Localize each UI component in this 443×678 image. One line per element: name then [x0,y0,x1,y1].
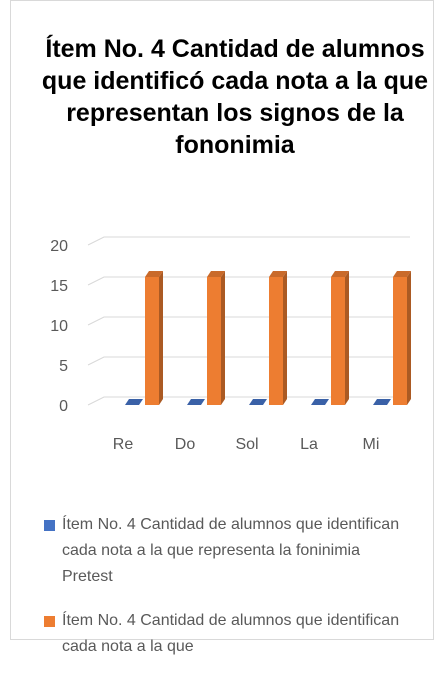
legend: Ítem No. 4 Cantidad de alumnos que ident… [44,512,404,678]
grid-line [87,276,410,286]
bar-side [283,271,287,405]
bar-top [373,399,391,405]
bar-top [125,399,143,405]
bar-side [345,271,349,405]
bar-top [269,271,287,277]
grid-line [87,316,410,326]
bar-top [393,271,411,277]
legend-entry: Ítem No. 4 Cantidad de alumnos que ident… [44,608,404,660]
chart-frame: Ítem No. 4 Cantidad de alumnos que ident… [10,0,434,640]
bar-top [187,399,205,405]
bar-top [331,271,349,277]
x-tick-label: Mi [363,436,380,453]
bar [187,399,205,405]
y-tick-label: 10 [50,318,68,335]
bar [373,399,391,405]
bar-front [269,277,283,405]
bar-front [145,277,159,405]
x-tick-label: La [300,436,318,453]
x-tick-label: Do [175,436,196,453]
legend-swatch [44,616,55,627]
grid-line [87,236,410,246]
bar-top [145,271,163,277]
bar [269,271,287,405]
chart-title: Ítem No. 4 Cantidad de alumnos que ident… [41,35,429,159]
bar [207,271,225,405]
grid-line [87,396,410,406]
bar [249,399,267,405]
chart: 0 5 10 15 20 Re Do Sol La Mi [50,236,411,453]
bar-side [221,271,225,405]
legend-label: Ítem No. 4 Cantidad de alumnos que ident… [62,612,400,655]
y-tick-label: 0 [59,398,68,415]
x-tick-label: Sol [235,436,258,453]
grid-line [87,356,410,366]
bar-top [249,399,267,405]
y-tick-label: 20 [50,238,68,255]
bar [145,271,163,405]
x-tick-label: Re [113,436,134,453]
bar-side [407,271,411,405]
y-tick-label: 5 [59,358,68,375]
bar [125,399,143,405]
legend-swatch [44,520,55,531]
bar [311,399,329,405]
bar-front [207,277,221,405]
bar-front [331,277,345,405]
bar-top [311,399,329,405]
bar-front [393,277,407,405]
y-tick-label: 15 [50,278,68,295]
bar-side [159,271,163,405]
legend-label: Ítem No. 4 Cantidad de alumnos que ident… [62,516,400,585]
bar-top [207,271,225,277]
bar [393,271,411,405]
legend-entry: Ítem No. 4 Cantidad de alumnos que ident… [44,512,404,590]
bar [331,271,349,405]
